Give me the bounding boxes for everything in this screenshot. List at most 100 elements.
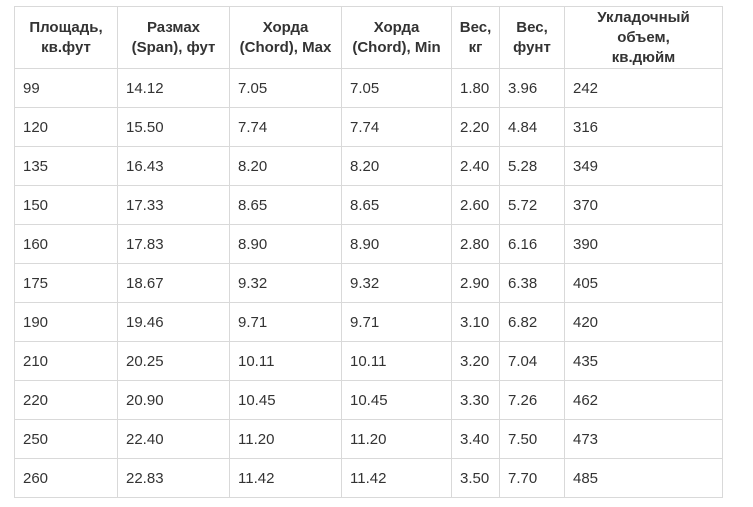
header-weight-kg-line-1: Вес, [459,18,492,36]
header-weight-lb-line-1: Вес, [516,18,548,36]
cell-span: 22.83 [117,458,230,498]
cell-weight-lb: 6.82 [499,302,565,342]
specs-table: Площадь, кв.фут Размах (Span), фут Хорда… [14,6,723,498]
cell-span: 17.83 [117,224,230,264]
header-chord-min-line-1: Хорда [373,18,420,36]
cell-weight-lb: 7.26 [499,380,565,420]
cell-weight-kg: 3.30 [451,380,500,420]
table-row: 150 17.33 8.65 8.65 2.60 5.72 370 [14,185,723,225]
cell-span: 17.33 [117,185,230,225]
header-weight-lb-line-2: фунт [513,38,551,56]
header-area-line-1: Площадь, [29,18,103,36]
header-chord-min-line-2: (Chord), Min [352,38,441,56]
table-row: 190 19.46 9.71 9.71 3.10 6.82 420 [14,302,723,342]
header-area-line-2: кв.фут [41,38,91,56]
cell-pack-volume: 462 [564,380,723,420]
table-row: 120 15.50 7.74 7.74 2.20 4.84 316 [14,107,723,147]
cell-area: 220 [14,380,118,420]
cell-chord-max: 9.32 [229,263,342,303]
table-body: 99 14.12 7.05 7.05 1.80 3.96 242 120 15.… [14,68,723,498]
cell-span: 19.46 [117,302,230,342]
header-pack-volume-line-1: Укладочный объем, [597,8,690,46]
header-chord-max-line-2: (Chord), Max [239,38,332,56]
cell-chord-min: 8.90 [341,224,452,264]
cell-span: 15.50 [117,107,230,147]
cell-pack-volume: 390 [564,224,723,264]
cell-area: 150 [14,185,118,225]
cell-weight-kg: 2.20 [451,107,500,147]
cell-weight-kg: 2.80 [451,224,500,264]
cell-chord-min: 7.74 [341,107,452,147]
cell-chord-min: 9.71 [341,302,452,342]
cell-weight-kg: 2.40 [451,146,500,186]
cell-chord-max: 8.20 [229,146,342,186]
cell-span: 20.90 [117,380,230,420]
cell-chord-min: 7.05 [341,68,452,108]
cell-weight-lb: 7.50 [499,419,565,459]
cell-weight-lb: 6.16 [499,224,565,264]
table-row: 135 16.43 8.20 8.20 2.40 5.28 349 [14,146,723,186]
cell-area: 260 [14,458,118,498]
cell-chord-max: 11.42 [229,458,342,498]
cell-weight-kg: 3.40 [451,419,500,459]
cell-weight-lb: 7.04 [499,341,565,381]
cell-weight-kg: 3.20 [451,341,500,381]
cell-span: 20.25 [117,341,230,381]
header-weight-lb: Вес, фунт [499,6,565,69]
header-pack-volume-line-2: кв.дюйм [611,48,676,66]
cell-weight-lb: 4.84 [499,107,565,147]
cell-span: 22.40 [117,419,230,459]
cell-span: 14.12 [117,68,230,108]
header-weight-kg-line-2: кг [468,38,483,56]
table-row: 250 22.40 11.20 11.20 3.40 7.50 473 [14,419,723,459]
cell-area: 99 [14,68,118,108]
cell-area: 175 [14,263,118,303]
cell-pack-volume: 405 [564,263,723,303]
table-row: 160 17.83 8.90 8.90 2.80 6.16 390 [14,224,723,264]
header-span-line-1: Размах [147,18,200,36]
cell-pack-volume: 349 [564,146,723,186]
cell-weight-kg: 3.50 [451,458,500,498]
cell-chord-min: 9.32 [341,263,452,303]
cell-area: 190 [14,302,118,342]
cell-chord-min: 11.20 [341,419,452,459]
cell-weight-kg: 3.10 [451,302,500,342]
cell-chord-max: 9.71 [229,302,342,342]
cell-chord-min: 10.45 [341,380,452,420]
table-header: Площадь, кв.фут Размах (Span), фут Хорда… [14,6,723,69]
header-chord-max-line-1: Хорда [262,18,309,36]
cell-chord-max: 8.90 [229,224,342,264]
table-row: 99 14.12 7.05 7.05 1.80 3.96 242 [14,68,723,108]
header-weight-kg: Вес, кг [451,6,500,69]
cell-chord-max: 8.65 [229,185,342,225]
cell-area: 160 [14,224,118,264]
cell-area: 210 [14,341,118,381]
cell-span: 18.67 [117,263,230,303]
cell-chord-max: 11.20 [229,419,342,459]
cell-weight-lb: 7.70 [499,458,565,498]
cell-area: 135 [14,146,118,186]
cell-pack-volume: 473 [564,419,723,459]
cell-pack-volume: 435 [564,341,723,381]
cell-chord-max: 7.05 [229,68,342,108]
cell-weight-kg: 2.90 [451,263,500,303]
cell-weight-lb: 3.96 [499,68,565,108]
cell-chord-max: 10.11 [229,341,342,381]
table-row: 210 20.25 10.11 10.11 3.20 7.04 435 [14,341,723,381]
cell-weight-kg: 2.60 [451,185,500,225]
header-area: Площадь, кв.фут [14,6,118,69]
cell-chord-max: 10.45 [229,380,342,420]
cell-chord-min: 11.42 [341,458,452,498]
table-container: Площадь, кв.фут Размах (Span), фут Хорда… [14,6,723,498]
cell-weight-kg: 1.80 [451,68,500,108]
cell-pack-volume: 370 [564,185,723,225]
header-pack-volume: Укладочный объем, кв.дюйм [564,6,723,69]
header-span-line-2: (Span), фут [131,38,216,56]
cell-weight-lb: 5.72 [499,185,565,225]
header-chord-min: Хорда (Chord), Min [341,6,452,69]
cell-pack-volume: 420 [564,302,723,342]
cell-chord-max: 7.74 [229,107,342,147]
header-row: Площадь, кв.фут Размах (Span), фут Хорда… [14,6,723,69]
cell-pack-volume: 242 [564,68,723,108]
header-chord-max: Хорда (Chord), Max [229,6,342,69]
